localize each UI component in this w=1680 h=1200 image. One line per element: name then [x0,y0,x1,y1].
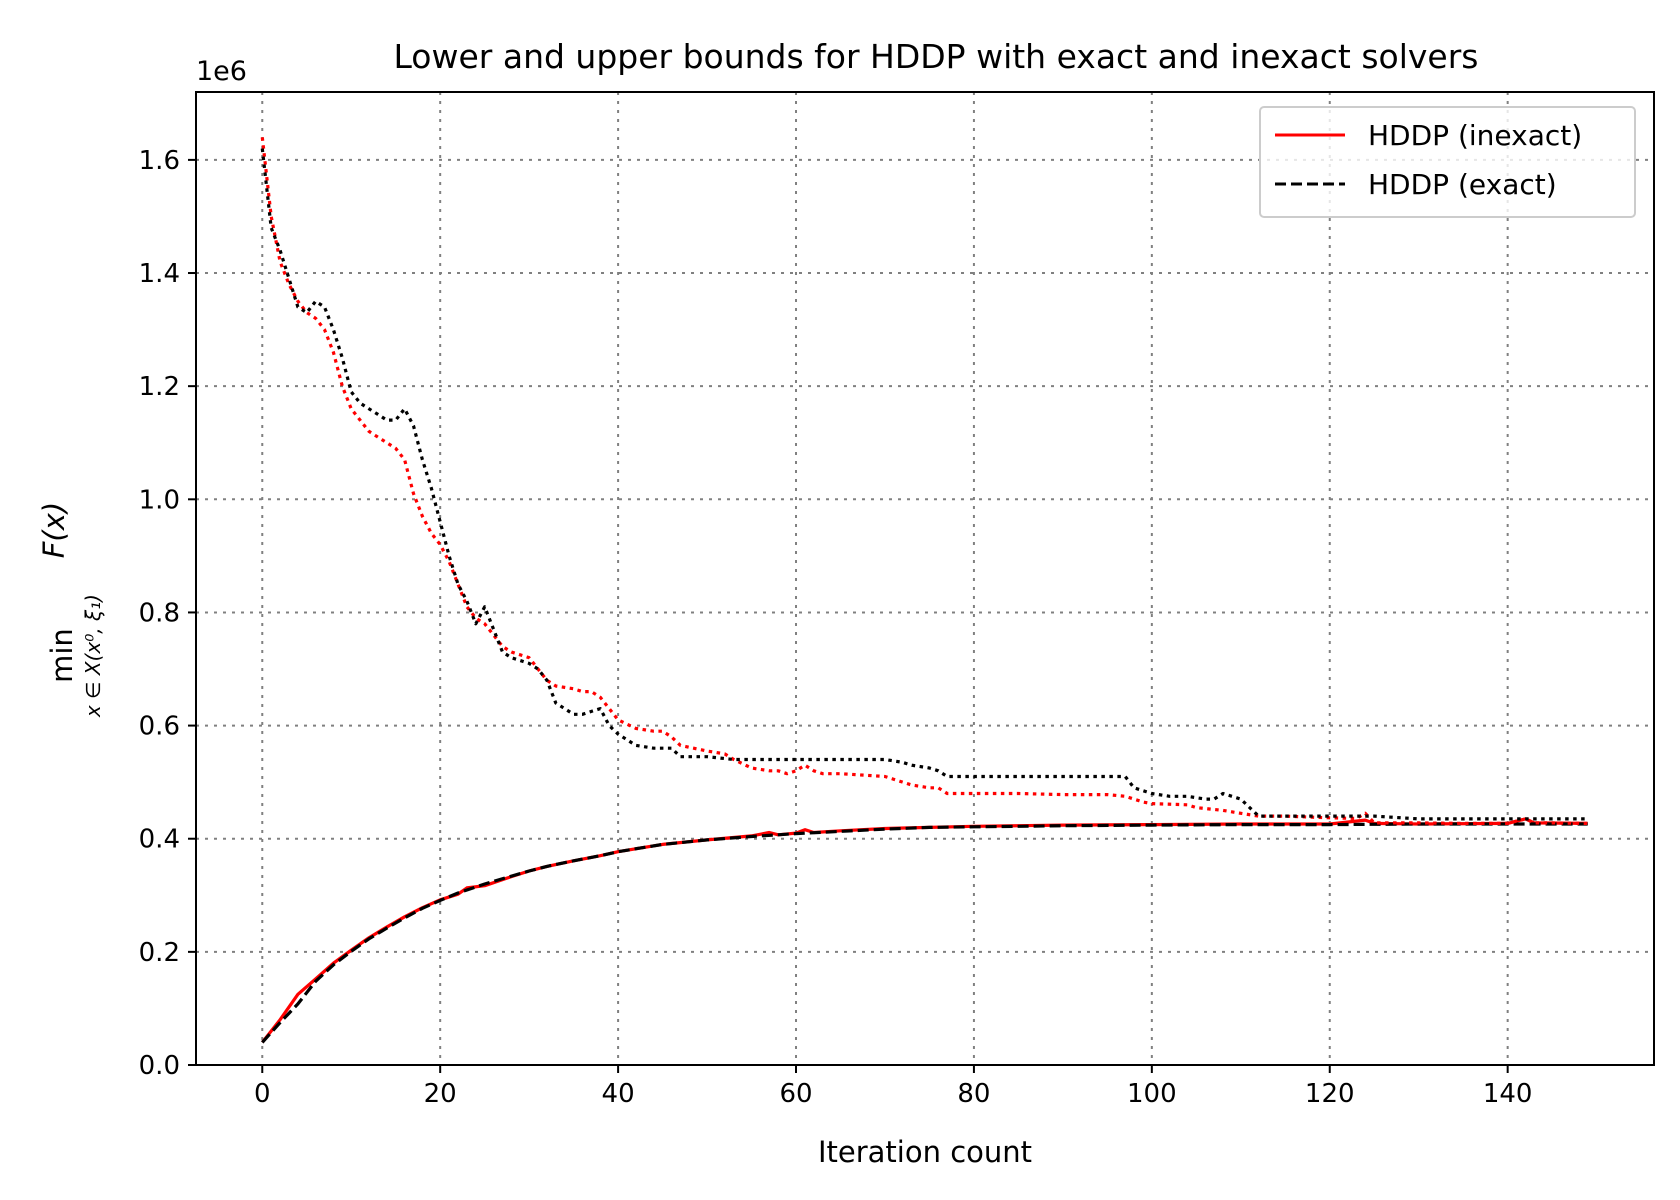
x-tick-label: 100 [1127,1079,1177,1109]
chart-title: Lower and upper bounds for HDDP with exa… [394,37,1479,76]
y-tick-label: 1.4 [139,259,180,289]
y-tick-label: 0.8 [139,598,180,628]
x-tick-label: 80 [957,1079,990,1109]
x-tick-label: 60 [779,1079,812,1109]
y-axis-label-operator: min [45,628,79,683]
y-tick-label: 1.6 [139,146,180,176]
y-tick-label: 0.2 [139,938,180,968]
y-axis-label-subscript: x ∈ X(x⁰, ξ₁) [81,594,105,718]
x-tick-label: 20 [424,1079,457,1109]
x-tick-label: 0 [254,1079,271,1109]
series-group [260,137,1588,1044]
legend: HDDP (inexact) HDDP (exact) [1259,106,1636,218]
x-tick-label: 140 [1483,1079,1533,1109]
legend-frame [1259,106,1636,218]
x-tick-label: 120 [1305,1079,1355,1109]
y-tick-label: 0.6 [139,712,180,742]
y-tick-label: 1.2 [139,372,180,402]
axis-ticks: 0 20 40 60 80 100 120 140 0.0 0.2 0.4 0.6 0.8 1.0 1.2 1… [139,146,1533,1109]
series-line-exact-upper [260,148,1588,821]
series-line-exact-lower [261,822,1588,1044]
y-axis-label: min x ∈ X(x⁰, ξ₁) F(x) [37,502,105,718]
y-offset-label: 1e6 [196,56,247,87]
y-tick-label: 0.0 [139,1051,180,1081]
series-line-inexact-upper [260,137,1588,826]
y-tick-label: 1.0 [139,485,180,515]
y-axis-label-function: F(x) [37,502,71,558]
legend-label-inexact: HDDP (inexact) [1368,119,1582,152]
svg-text:min x ∈ X(x⁰, ξ₁): min x ∈ X(x⁰, ξ₁) F(x) [37,502,105,718]
x-tick-label: 40 [602,1079,635,1109]
x-axis-label: Iteration count [818,1135,1032,1169]
plot-area-frame [195,91,1655,1066]
y-tick-label: 0.4 [139,825,180,855]
legend-label-exact: HDDP (exact) [1368,168,1557,201]
